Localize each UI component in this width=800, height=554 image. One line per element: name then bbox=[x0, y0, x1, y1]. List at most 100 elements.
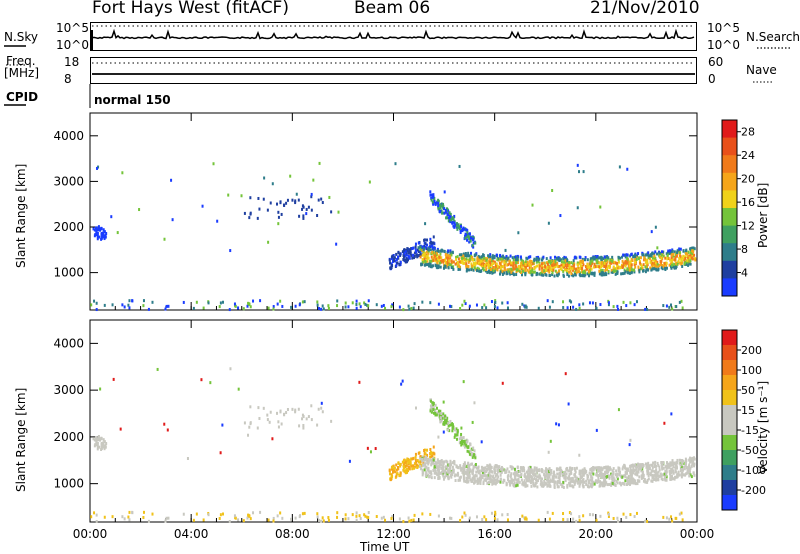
echo bbox=[487, 480, 490, 484]
echo bbox=[430, 462, 433, 466]
echo bbox=[405, 470, 408, 474]
echo bbox=[443, 419, 446, 423]
echo bbox=[545, 467, 548, 471]
echo bbox=[436, 266, 439, 270]
echo bbox=[655, 475, 658, 479]
echo bbox=[675, 305, 678, 309]
echo bbox=[430, 196, 433, 200]
echo bbox=[415, 463, 418, 467]
echo bbox=[566, 518, 569, 522]
echo bbox=[464, 254, 467, 258]
echo bbox=[524, 304, 527, 308]
echo bbox=[123, 305, 126, 309]
echo bbox=[448, 468, 451, 472]
echo bbox=[540, 262, 543, 266]
echo bbox=[629, 438, 632, 442]
echo bbox=[444, 208, 447, 212]
echo bbox=[601, 261, 604, 265]
echo bbox=[550, 268, 553, 272]
echo bbox=[494, 474, 497, 478]
echo bbox=[413, 256, 416, 260]
echo bbox=[457, 267, 460, 271]
echo bbox=[570, 471, 573, 475]
echo bbox=[410, 518, 413, 522]
echo bbox=[429, 470, 432, 474]
echo bbox=[419, 455, 422, 459]
echo bbox=[519, 466, 522, 470]
echo bbox=[410, 457, 413, 461]
echo bbox=[654, 225, 657, 229]
echo bbox=[437, 207, 440, 211]
echo bbox=[630, 253, 633, 257]
echo bbox=[626, 268, 629, 272]
echo bbox=[603, 465, 606, 469]
echo bbox=[553, 485, 556, 489]
echo bbox=[676, 262, 679, 266]
echo bbox=[678, 461, 681, 465]
freq-unit: [MHz] bbox=[4, 66, 40, 80]
echo bbox=[483, 515, 486, 519]
echo bbox=[458, 164, 461, 168]
echo bbox=[673, 263, 676, 267]
echo bbox=[492, 262, 495, 266]
echo bbox=[432, 248, 435, 252]
echo bbox=[105, 442, 108, 446]
echo bbox=[635, 300, 638, 304]
echo bbox=[543, 472, 546, 476]
echo bbox=[602, 472, 605, 476]
echo bbox=[651, 469, 654, 473]
echo bbox=[553, 482, 556, 486]
echo bbox=[424, 242, 427, 246]
echo bbox=[598, 484, 601, 488]
echo bbox=[511, 256, 514, 260]
echo bbox=[506, 268, 509, 272]
echo bbox=[459, 435, 462, 439]
echo bbox=[590, 264, 593, 268]
echo bbox=[434, 201, 437, 205]
echo bbox=[656, 263, 659, 267]
echo bbox=[410, 247, 413, 251]
echo bbox=[554, 255, 557, 259]
echo bbox=[483, 469, 486, 473]
echo bbox=[490, 465, 493, 469]
echo bbox=[95, 438, 98, 442]
colorbar-swatch bbox=[722, 208, 737, 227]
echo bbox=[541, 477, 544, 481]
echo bbox=[432, 235, 435, 239]
echo bbox=[138, 208, 141, 212]
echo bbox=[682, 254, 685, 258]
echo bbox=[617, 257, 620, 261]
echo bbox=[464, 227, 467, 231]
echo bbox=[484, 259, 487, 263]
echo bbox=[492, 269, 495, 273]
echo bbox=[562, 269, 565, 273]
echo bbox=[660, 477, 663, 481]
echo bbox=[616, 473, 619, 477]
echo bbox=[355, 303, 358, 307]
echo bbox=[459, 267, 462, 271]
echo bbox=[434, 409, 437, 413]
echo bbox=[548, 273, 551, 277]
echo bbox=[432, 408, 435, 412]
echo bbox=[426, 461, 429, 465]
echo bbox=[692, 456, 695, 460]
echo bbox=[527, 469, 530, 473]
echo bbox=[430, 452, 433, 456]
echo bbox=[576, 261, 579, 265]
echo bbox=[467, 476, 470, 480]
echo bbox=[569, 477, 572, 481]
echo bbox=[663, 261, 666, 265]
echo bbox=[460, 260, 463, 264]
echo bbox=[474, 453, 477, 457]
echo bbox=[566, 466, 569, 470]
echo bbox=[322, 519, 325, 523]
echo bbox=[415, 406, 418, 410]
echo bbox=[426, 468, 429, 472]
echo bbox=[294, 201, 297, 205]
echo bbox=[574, 468, 577, 472]
echo bbox=[539, 271, 542, 275]
echo bbox=[595, 479, 598, 483]
echo bbox=[447, 254, 450, 258]
echo bbox=[477, 254, 480, 258]
echo bbox=[416, 465, 419, 469]
